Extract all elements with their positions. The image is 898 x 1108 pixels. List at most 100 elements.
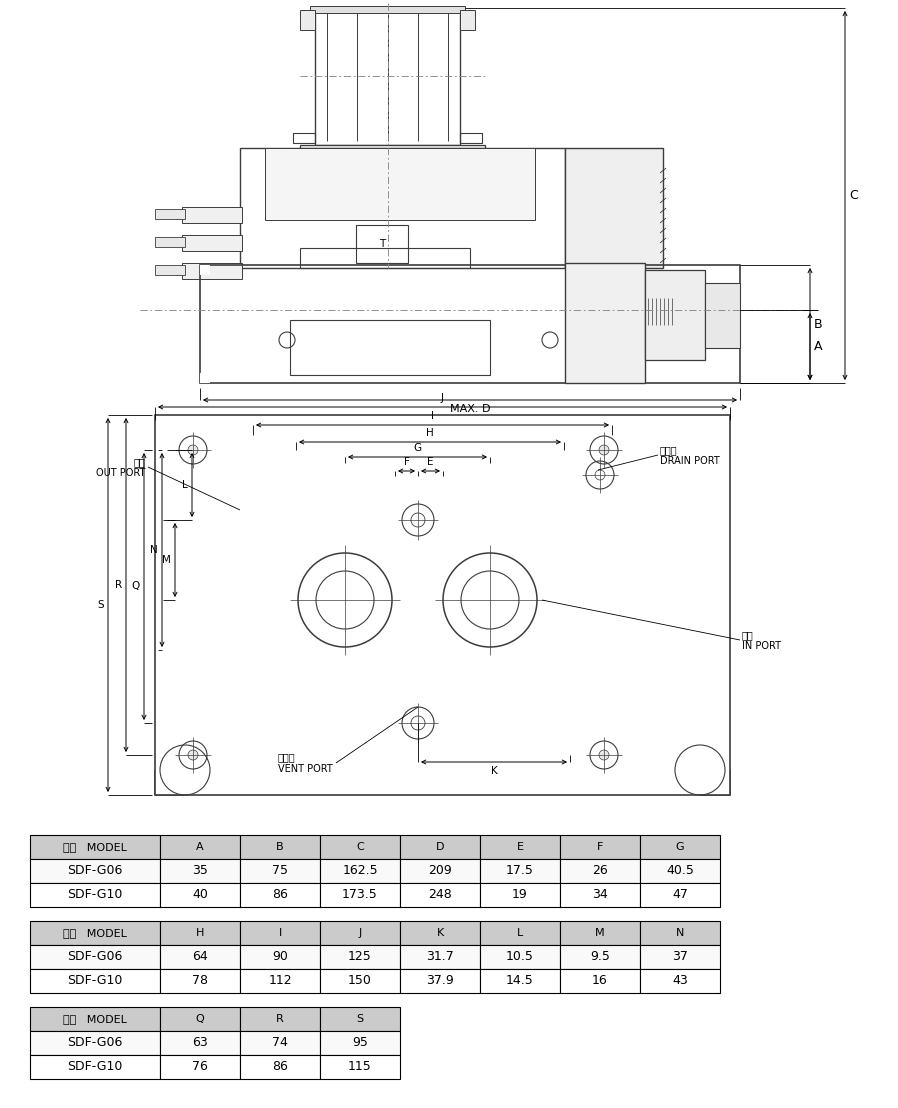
Bar (30, 970, 160, 993)
Circle shape (188, 445, 198, 455)
Bar (320, 859, 400, 883)
Bar (400, 921, 480, 945)
Text: A: A (814, 340, 823, 353)
Text: H: H (196, 929, 204, 938)
Bar (240, 1032, 320, 1055)
Bar (560, 970, 640, 993)
Bar (182, 263, 242, 279)
Bar (560, 883, 640, 907)
Text: J: J (358, 929, 362, 938)
Bar (565, 263, 645, 383)
Bar (182, 235, 242, 252)
Text: 125: 125 (348, 951, 372, 964)
Bar (200, 373, 210, 383)
Bar (160, 945, 240, 970)
Text: 35: 35 (192, 864, 208, 878)
Bar (480, 945, 560, 970)
Bar (30, 859, 160, 883)
Bar (155, 237, 185, 247)
Bar (560, 921, 640, 945)
Bar (30, 883, 160, 907)
Bar (560, 945, 640, 970)
Bar (30, 945, 160, 970)
Text: 19: 19 (512, 889, 528, 902)
Bar (320, 921, 400, 945)
Text: I: I (431, 411, 434, 421)
Text: N: N (150, 545, 158, 555)
Text: M: M (595, 929, 605, 938)
Bar (160, 1032, 240, 1055)
Text: 型式   MODEL: 型式 MODEL (63, 842, 127, 852)
Text: S: S (97, 601, 104, 611)
Bar (240, 883, 320, 907)
Bar (240, 1055, 320, 1079)
Text: 43: 43 (672, 975, 688, 987)
Bar (155, 209, 185, 219)
Bar (320, 945, 400, 970)
Bar (160, 883, 240, 907)
Text: 115: 115 (348, 1060, 372, 1074)
Bar (30, 835, 160, 859)
Bar (320, 970, 400, 993)
Text: 78: 78 (192, 975, 208, 987)
Bar (480, 921, 560, 945)
Text: VENT PORT: VENT PORT (278, 765, 333, 774)
Text: 95: 95 (352, 1036, 368, 1049)
Text: SDF-G06: SDF-G06 (67, 951, 123, 964)
Bar (240, 1007, 320, 1032)
Bar (182, 207, 242, 223)
Bar (240, 921, 320, 945)
Text: 209: 209 (428, 864, 452, 878)
Text: 9.5: 9.5 (590, 951, 610, 964)
Text: 出口: 出口 (133, 456, 145, 466)
Bar (640, 835, 720, 859)
Bar (400, 859, 480, 883)
Text: R: R (115, 579, 122, 589)
Text: 86: 86 (272, 1060, 288, 1074)
Text: 搖控孔: 搖控孔 (278, 752, 295, 762)
Bar (400, 945, 480, 970)
Bar (460, 10, 475, 30)
Circle shape (599, 445, 609, 455)
Bar (300, 248, 470, 268)
Text: 63: 63 (192, 1036, 207, 1049)
Bar (160, 859, 240, 883)
Bar (160, 970, 240, 993)
Text: 入口: 入口 (742, 630, 753, 640)
Text: L: L (182, 480, 188, 490)
Text: 248: 248 (428, 889, 452, 902)
Bar (320, 1007, 400, 1032)
Text: 162.5: 162.5 (342, 864, 378, 878)
Bar (480, 859, 560, 883)
Bar (300, 10, 315, 30)
Bar (160, 835, 240, 859)
Text: 37.9: 37.9 (427, 975, 453, 987)
Bar (560, 859, 640, 883)
Text: DRAIN PORT: DRAIN PORT (660, 456, 720, 466)
Text: 31.7: 31.7 (427, 951, 453, 964)
Text: 16: 16 (592, 975, 608, 987)
Text: E: E (516, 842, 524, 852)
Text: K: K (436, 929, 444, 938)
Text: MAX. D: MAX. D (450, 404, 490, 414)
Circle shape (599, 750, 609, 760)
Text: N: N (676, 929, 684, 938)
Text: Q: Q (196, 1014, 205, 1024)
Text: 76: 76 (192, 1060, 208, 1074)
Bar (30, 1007, 160, 1032)
Bar (320, 883, 400, 907)
Text: 74: 74 (272, 1036, 288, 1049)
Bar (240, 835, 320, 859)
Bar (240, 970, 320, 993)
Text: 75: 75 (272, 864, 288, 878)
Bar (400, 970, 480, 993)
Bar (640, 921, 720, 945)
Bar (320, 1055, 400, 1079)
Text: L: L (517, 929, 524, 938)
Bar (480, 970, 560, 993)
Bar (155, 770, 185, 796)
Bar (200, 265, 210, 275)
Text: H: H (427, 428, 434, 438)
Bar (155, 416, 730, 796)
Text: K: K (490, 766, 497, 776)
